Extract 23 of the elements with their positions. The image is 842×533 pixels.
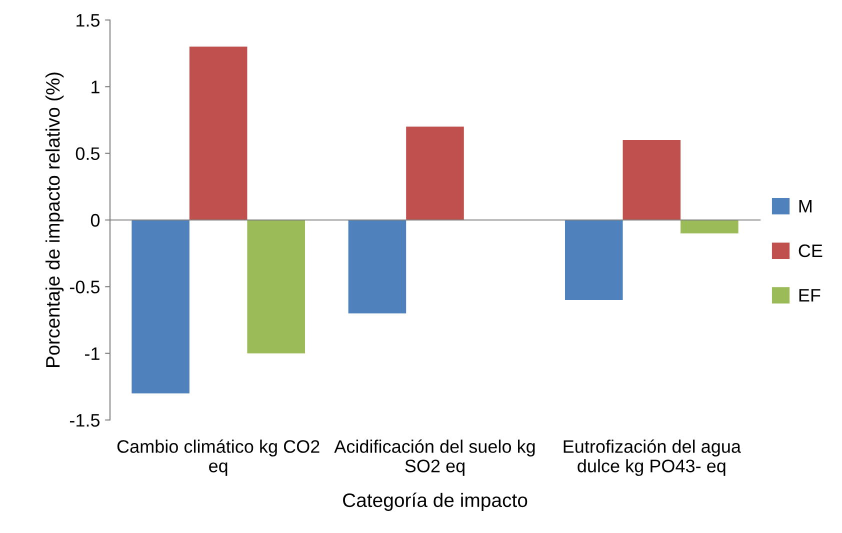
y-tick-label: 1.5 xyxy=(76,14,100,27)
legend-label: CE xyxy=(798,244,822,258)
y-axis-title: Porcentaje de impacto relativo (%) xyxy=(45,72,64,367)
y-tick-label: 0 xyxy=(90,214,100,227)
bar xyxy=(348,220,406,314)
legend-label: M xyxy=(799,200,812,212)
bar xyxy=(406,126,464,220)
bar xyxy=(189,46,248,220)
y-tick-label: 1 xyxy=(92,80,100,94)
y-tick-label: 0.5 xyxy=(76,147,100,160)
bar xyxy=(565,220,623,300)
bar xyxy=(132,220,190,394)
bar xyxy=(622,140,681,220)
y-tick-label: -0.5 xyxy=(70,280,100,294)
bar xyxy=(247,220,305,354)
bar xyxy=(680,220,738,234)
y-tick-label: -1.5 xyxy=(70,414,100,427)
x-tick-label: Eutrofización del agua dulce kg PO43- eq xyxy=(564,439,742,476)
x-tick-label: Acidificación del suelo kg SO2 eq xyxy=(334,439,535,476)
x-axis-title: Categoría de impacto xyxy=(343,492,528,511)
legend-label: EF xyxy=(799,289,820,302)
y-tick-label: -1 xyxy=(85,347,100,360)
x-tick-label: Cambio climático kg CO2 eq xyxy=(117,439,320,476)
